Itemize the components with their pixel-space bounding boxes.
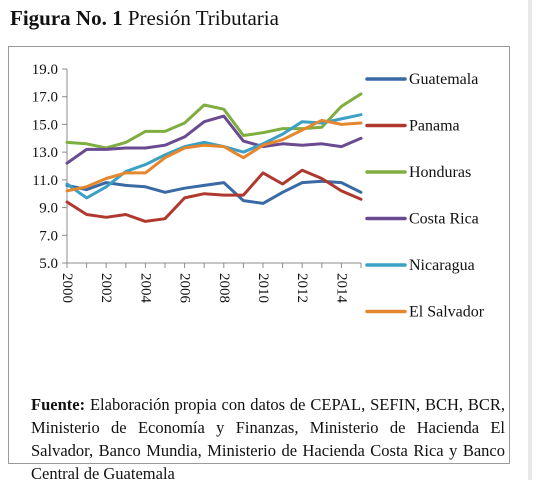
- figure-frame: 5.0 7.0 9.0 11.0 13.0 15.0 17.0 19.0 2000 2002 200…: [8, 46, 510, 483]
- series-line-el-salvador: [65, 118, 363, 193]
- legend-label: Costa Rica: [409, 211, 479, 228]
- y-tick-label: 15.0: [32, 117, 58, 133]
- source-note: Fuente: Elaboración propia con datos de …: [31, 393, 505, 485]
- figure-title-text: Presión Tributaria: [127, 6, 279, 30]
- y-tick-label: 19.0: [32, 62, 58, 78]
- legend-label: Guatemala: [409, 71, 478, 88]
- x-tick-label: 2008: [216, 273, 232, 303]
- y-tick-label: 11.0: [32, 173, 58, 189]
- y-tick-label: 5.0: [39, 256, 58, 272]
- series-line-costa-rica: [65, 114, 363, 165]
- legend-label: Honduras: [409, 164, 471, 181]
- series-line-panama: [65, 168, 363, 223]
- x-tick-label: 2004: [137, 273, 153, 304]
- series-line-honduras: [65, 92, 363, 150]
- source-text: Elaboración propia con datos de CEPAL, S…: [31, 395, 505, 483]
- source-label: Fuente:: [31, 395, 86, 414]
- legend-label: Panama: [409, 118, 460, 135]
- page-edge: [528, 0, 532, 480]
- x-tick-label: 2002: [98, 273, 114, 303]
- line-chart: 5.0 7.0 9.0 11.0 13.0 15.0 17.0 19.0 2000 2002 200…: [32, 62, 485, 321]
- legend-label: Nicaragua: [409, 257, 475, 274]
- legend-label: El Salvador: [409, 304, 485, 321]
- x-tick-label: 2006: [177, 273, 193, 304]
- y-tick-label: 17.0: [32, 90, 58, 106]
- x-tick-label: 2010: [255, 273, 271, 303]
- x-tick-label: 2014: [333, 273, 349, 304]
- x-tick-label: 2012: [294, 273, 310, 303]
- figure-number: Figura No. 1: [10, 6, 123, 30]
- series-line-guatemala: [65, 179, 363, 205]
- figure-title: Figura No. 1 Presión Tributaria: [10, 6, 279, 31]
- y-tick-label: 13.0: [32, 145, 58, 161]
- x-tick-label: 2000: [59, 273, 75, 303]
- y-tick-label: 9.0: [39, 201, 58, 217]
- y-tick-label: 7.0: [39, 228, 58, 244]
